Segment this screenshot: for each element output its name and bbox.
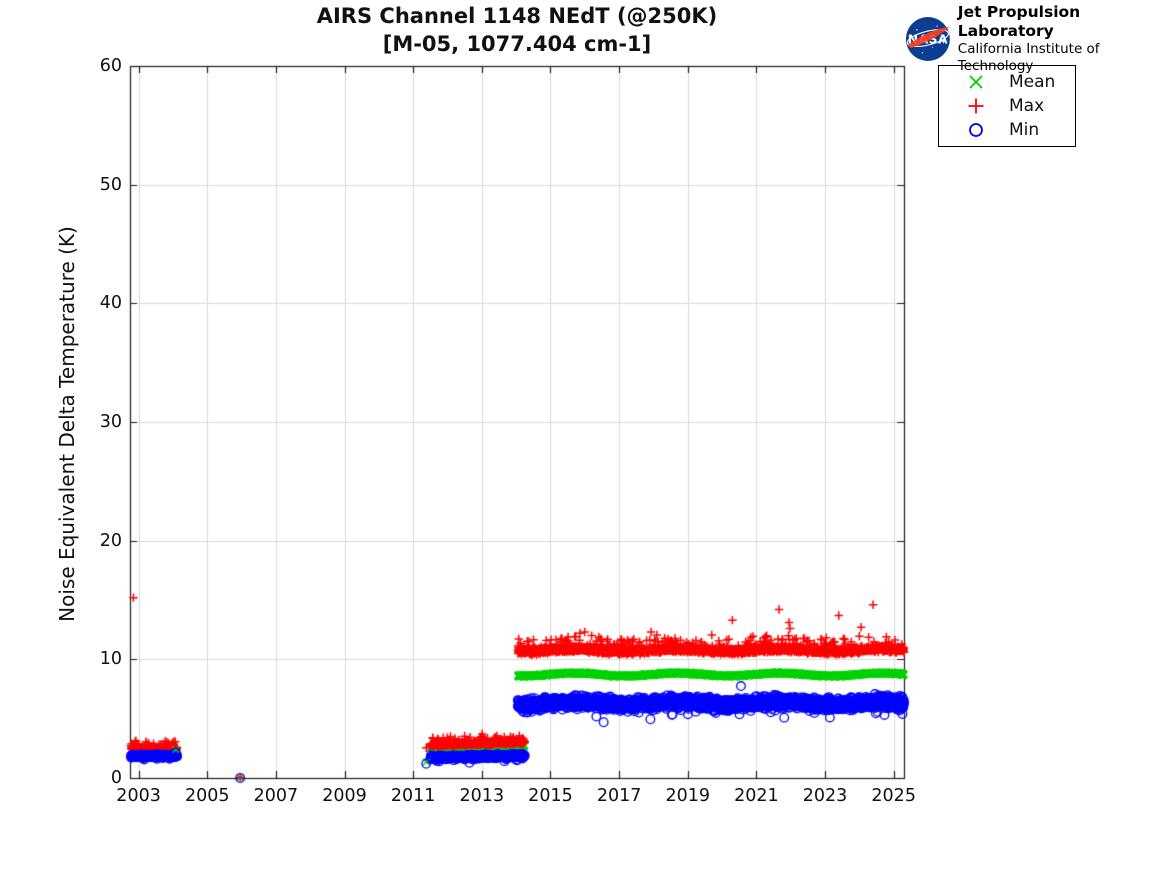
x-tick-label: 2013 (459, 786, 505, 806)
y-tick-label: 0 (110, 768, 122, 788)
legend-box: Mean Max Min (938, 65, 1076, 147)
chart-title-block: AIRS Channel 1148 NEdT (@250K) [M-05, 10… (130, 2, 904, 58)
legend-label-min: Min (1009, 120, 1040, 140)
chart-subtitle: [M-05, 1077.404 cm-1] (382, 32, 652, 56)
x-tick-label: 2007 (253, 786, 299, 806)
x-tick-label: 2015 (528, 786, 573, 806)
x-tick-label: 2009 (322, 786, 367, 806)
x-tick-label: 2017 (596, 786, 642, 806)
jpl-logo: NASA Jet Propulsion Laboratory Californi… (905, 3, 1167, 75)
jpl-logo-text: Jet Propulsion Laboratory California Ins… (958, 3, 1167, 75)
legend-item-min: Min (939, 118, 1075, 142)
y-tick-label: 50 (99, 174, 122, 195)
y-tick-label: 30 (99, 412, 122, 432)
y-axis-label: Noise Equivalent Delta Temperature (K) (55, 226, 79, 622)
y-tick-label: 10 (99, 649, 122, 670)
chart-title: AIRS Channel 1148 NEdT (@250K) (316, 4, 718, 28)
legend-item-max: Max (939, 94, 1075, 118)
legend-label-mean: Mean (1009, 72, 1056, 92)
y-tick-label: 40 (99, 293, 122, 314)
x-tick-label: 2003 (116, 786, 161, 806)
x-tick-label: 2019 (665, 786, 711, 806)
plot-area (130, 66, 904, 778)
nasa-meatball-icon: NASA (905, 17, 950, 61)
x-tick-label: 2005 (184, 786, 230, 806)
legend-item-mean: Mean (939, 70, 1075, 94)
y-tick-label: 60 (99, 56, 122, 76)
x-tick-label: 2021 (734, 786, 779, 806)
jpl-name: Jet Propulsion Laboratory (957, 3, 1081, 40)
x-tick-label: 2011 (390, 786, 436, 806)
min-circle-marker-icon (969, 123, 983, 137)
legend-label-max: Max (1009, 96, 1045, 116)
y-tick-label: 20 (99, 530, 122, 551)
max-plus-marker-icon (968, 98, 984, 114)
x-tick-label: 2025 (871, 786, 916, 806)
caltech-name: California Institute of Technology (957, 41, 1100, 74)
mean-x-marker-icon (969, 75, 983, 89)
x-tick-label: 2023 (802, 786, 848, 806)
